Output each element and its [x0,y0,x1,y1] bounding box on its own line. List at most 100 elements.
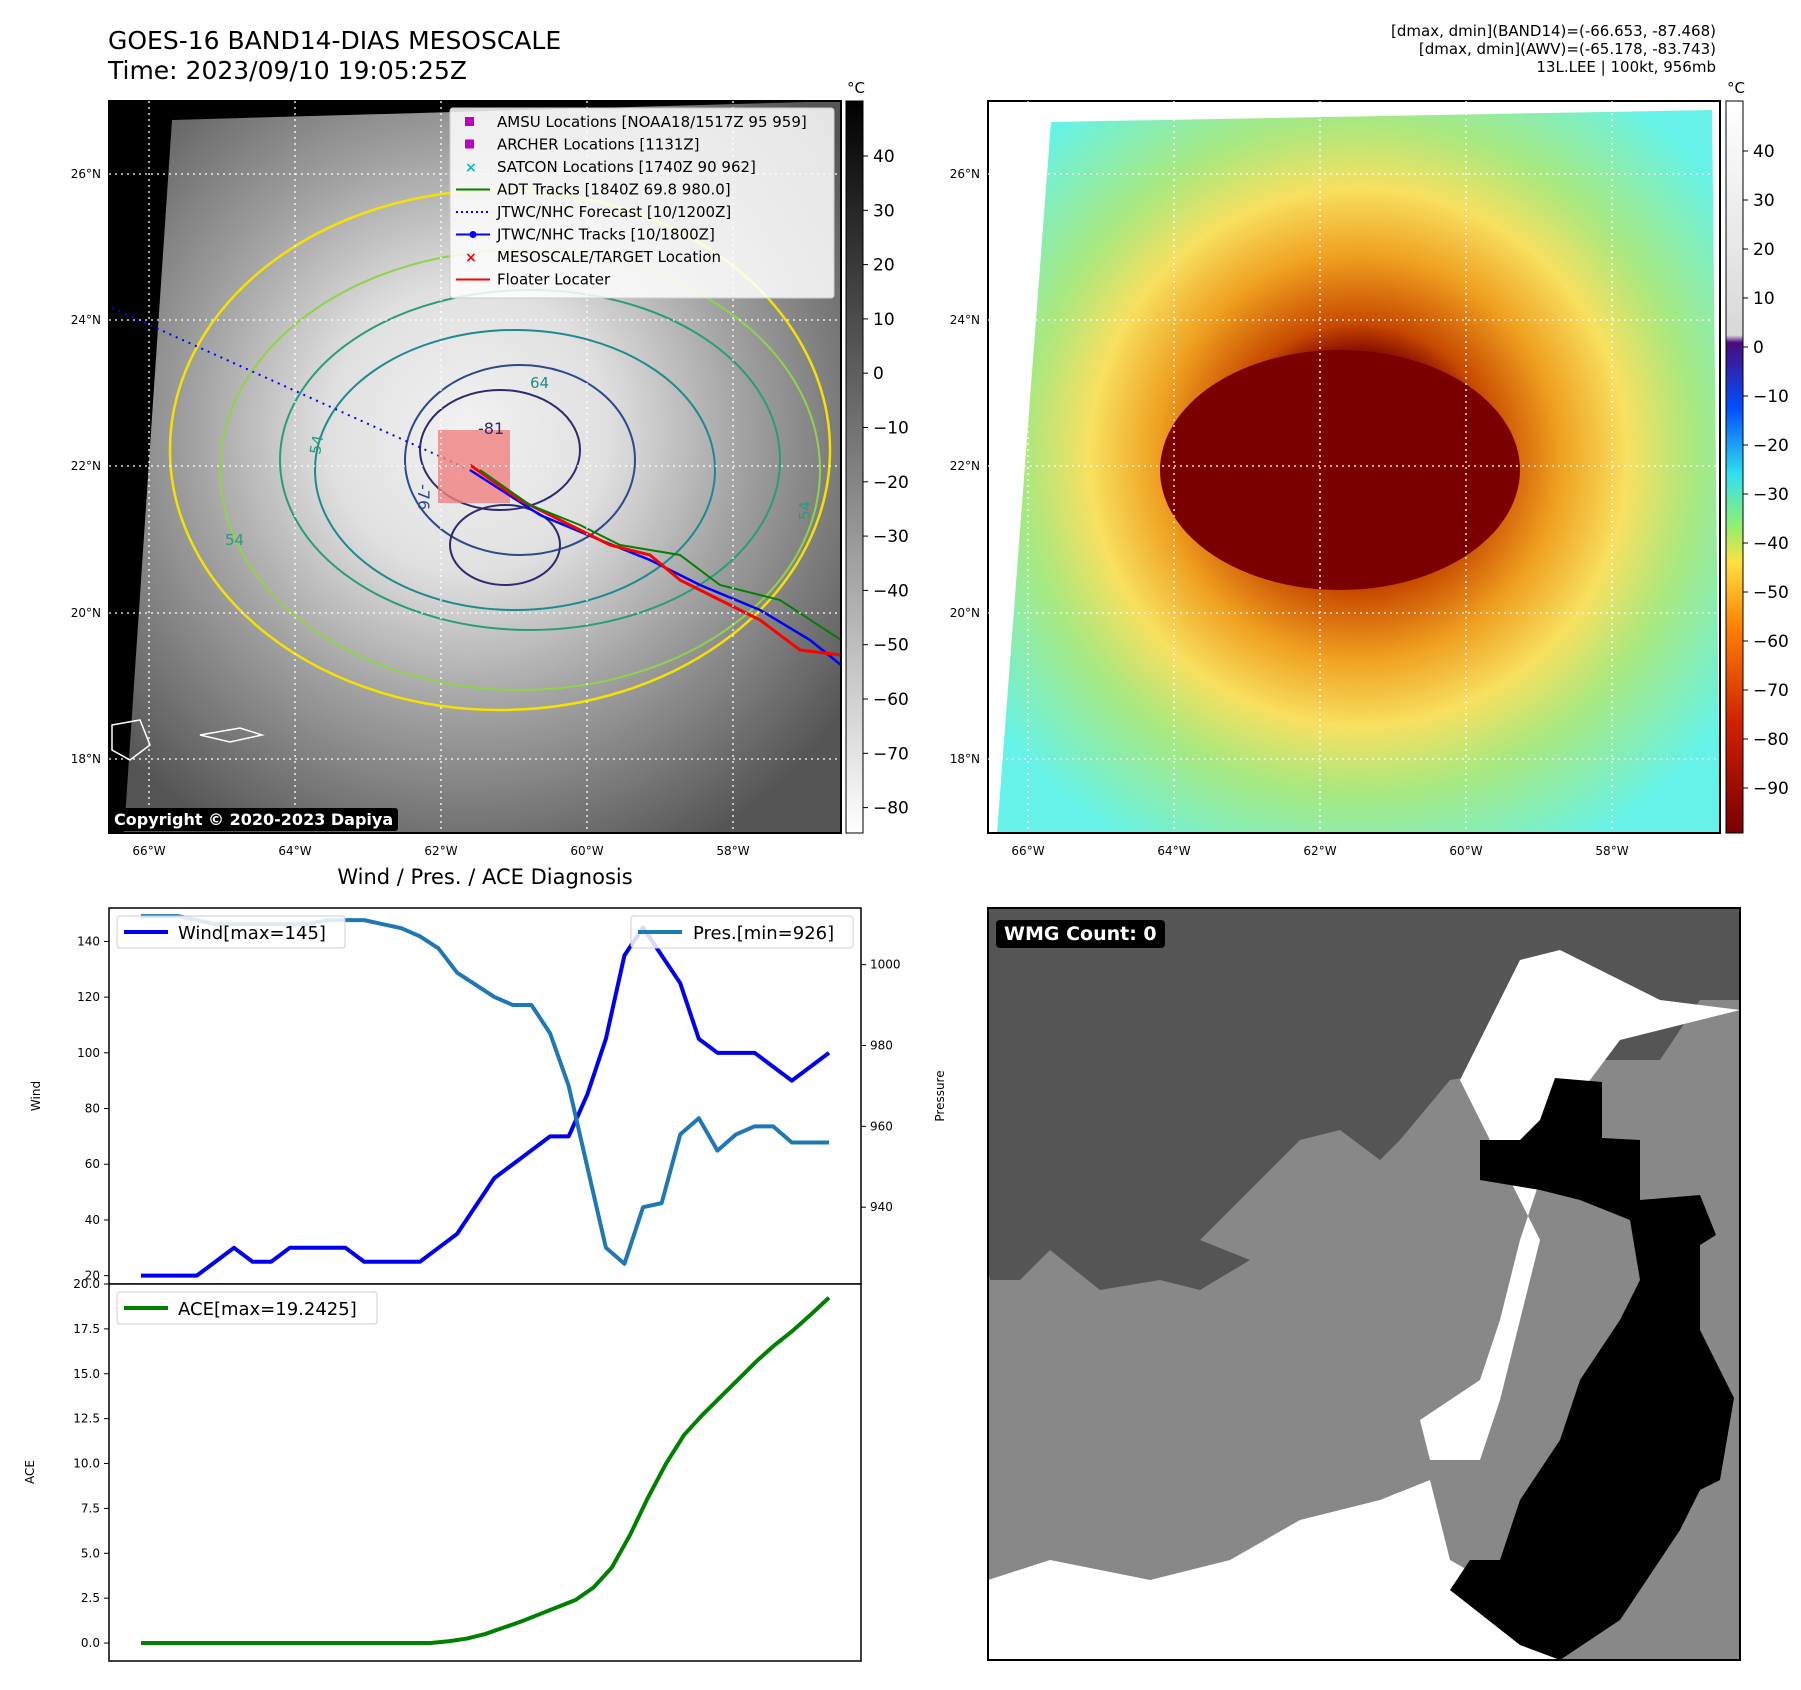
wind-axis-label: Wind [29,1081,43,1111]
colorbar-tick-label: −10 [873,419,909,439]
colorbar-tick-label: −90 [1753,779,1789,799]
info-line-1: [dmax, dmin](BAND14)=(-66.653, -87.468) [1391,22,1716,40]
legend-square-marker [465,117,474,126]
legend-x-marker: × [465,160,477,176]
ace-legend-label: ACE[max=19.2425] [178,1299,357,1320]
ir-map-frame [108,100,842,834]
legend-label: ARCHER Locations [1131Z] [497,136,700,154]
awv-eye-region [1160,350,1520,590]
land-outline-2 [199,727,265,743]
legend-label: AMSU Locations [NOAA18/1517Z 95 959] [497,113,807,131]
ir-lat-label: 22°N [71,459,101,473]
legend-entry: Floater Locater [456,271,611,289]
colorbar-tick-label: −40 [873,581,909,601]
colorbar-tick-label: −40 [1753,534,1789,554]
colorbar-tick-label: 10 [873,310,895,330]
awv-lon-label: 58°W [1595,844,1628,858]
forecast-track [111,307,471,471]
colorbar-tick-label: −50 [873,636,909,656]
awv-lat-label: 24°N [950,313,980,327]
legend-label: JTWC/NHC Tracks [10/1800Z] [496,226,715,244]
ace-legend-box [116,1291,378,1325]
colorbar-tick-label: 20 [873,256,895,276]
awv-map-frame [987,100,1721,834]
diagnosis-chart: Wind Pressure ACE 20 40 60 80 100 120 140 940 96… [23,907,947,1662]
pressure-ytick-label: 940 [870,1200,893,1214]
ace-ytick-label: 2.5 [81,1591,100,1605]
pres-legend-box [630,915,854,949]
colorbar-tick-label: −70 [873,744,909,764]
pressure-axis-label: Pressure [933,1070,947,1121]
pressure-ytick-label: 960 [870,1119,893,1133]
contour-label-a: -81 [478,419,504,438]
wind-ytick-label: 80 [85,1102,100,1116]
awv-map-panel: 66°W 64°W 62°W 60°W 58°W 26°N 24°N 22°N … [950,79,1789,858]
wmg-frame [987,907,1741,1661]
contour-dark-blue-2 [449,504,561,586]
colorbar-tick-label: 40 [873,147,895,167]
ir-legend: AMSU Locations [NOAA18/1517Z 95 959] ARCH… [449,107,835,299]
legend-label: Floater Locater [497,271,611,289]
awv-lat-label: 26°N [950,167,980,181]
awv-lon-label: 62°W [1303,844,1336,858]
ace-ytick-label: 17.5 [73,1322,100,1336]
pressure-ytick-label: 1000 [870,958,901,972]
ace-axis-label: ACE [23,1460,37,1484]
ace-ytick-label: 5.0 [81,1546,100,1560]
colorbar-tick-label: 0 [1753,338,1764,358]
ir-map-panel: -81 -76 64 54 54 54 66°W 64°W 62°W 60°W … [71,79,909,858]
ace-ytick-label: 12.5 [73,1412,100,1426]
ir-lon-label: 58°W [716,844,749,858]
legend-entry: JTWC/NHC Tracks [10/1800Z] [456,226,715,244]
contour-dark-blue [419,389,581,511]
floater-track [469,463,841,657]
ir-lon-label: 64°W [278,844,311,858]
info-line-2: [dmax, dmin](AWV)=(-65.178, -83.743) [1418,40,1716,58]
ir-lon-label: 62°W [424,844,457,858]
colorbar-tick-label: −10 [1753,387,1789,407]
ir-lat-label: 20°N [71,606,101,620]
pres-legend-label: Pres.[min=926] [693,923,834,944]
ace-ytick-label: 7.5 [81,1501,100,1515]
colorbar-tick-label: 40 [1753,142,1775,162]
colorbar-tick-label: 10 [1753,289,1775,309]
colorbar-tick-label: −60 [873,690,909,710]
wind-ytick-label: 20 [85,1269,100,1283]
colorbar-tick-label: −30 [1753,485,1789,505]
ir-lon-label: 60°W [570,844,603,858]
ace-ytick-label: 20.0 [73,1277,100,1291]
ir-colorbar [845,100,864,834]
awv-lon-label: 64°W [1157,844,1190,858]
dmax-info: [dmax, dmin](BAND14)=(-66.653, -87.468) … [1391,22,1716,76]
legend-entry: AMSU Locations [NOAA18/1517Z 95 959] [465,113,807,131]
legend-label: ADT Tracks [1840Z 69.8 980.0] [497,181,731,199]
contour-label-f: 54 [796,501,814,520]
colorbar-tick-label: 30 [873,201,895,221]
awv-lat-label: 22°N [950,459,980,473]
wind-ytick-label: 60 [85,1157,100,1171]
legend-entry: × MESOSCALE/TARGET Location [465,248,721,266]
legend-entry: ADT Tracks [1840Z 69.8 980.0] [456,181,731,199]
colorbar-tick-label: 30 [1753,191,1775,211]
legend-entry: × SATCON Locations [1740Z 90 962] [465,158,756,176]
colorbar-tick-label: −80 [1753,730,1789,750]
colorbar-tick-label: 20 [1753,240,1775,260]
contour-label-c: 64 [530,374,549,392]
ace-series-line [141,1296,831,1646]
ir-lat-label: 24°N [71,313,101,327]
wind-pres-axes [108,907,862,1285]
info-line-3: 13L.LEE | 100kt, 956mb [1536,58,1716,76]
pressure-ytick-label: 980 [870,1038,893,1052]
colorbar-tick-label: −20 [873,473,909,493]
colorbar-tick-label: −60 [1753,632,1789,652]
adt-track [479,469,841,641]
legend-entry: ARCHER Locations [1131Z] [465,136,700,154]
colorbar-tick-label: −70 [1753,681,1789,701]
wind-legend-box [116,915,346,949]
contour-label-d: 54 [225,531,244,549]
ace-ytick-label: 0.0 [81,1636,100,1650]
legend-entry: JTWC/NHC Forecast [10/1200Z] [456,203,731,221]
ace-ytick-label: 15.0 [73,1367,100,1381]
contour-blue [404,364,636,556]
legend-x-marker: × [465,250,477,266]
